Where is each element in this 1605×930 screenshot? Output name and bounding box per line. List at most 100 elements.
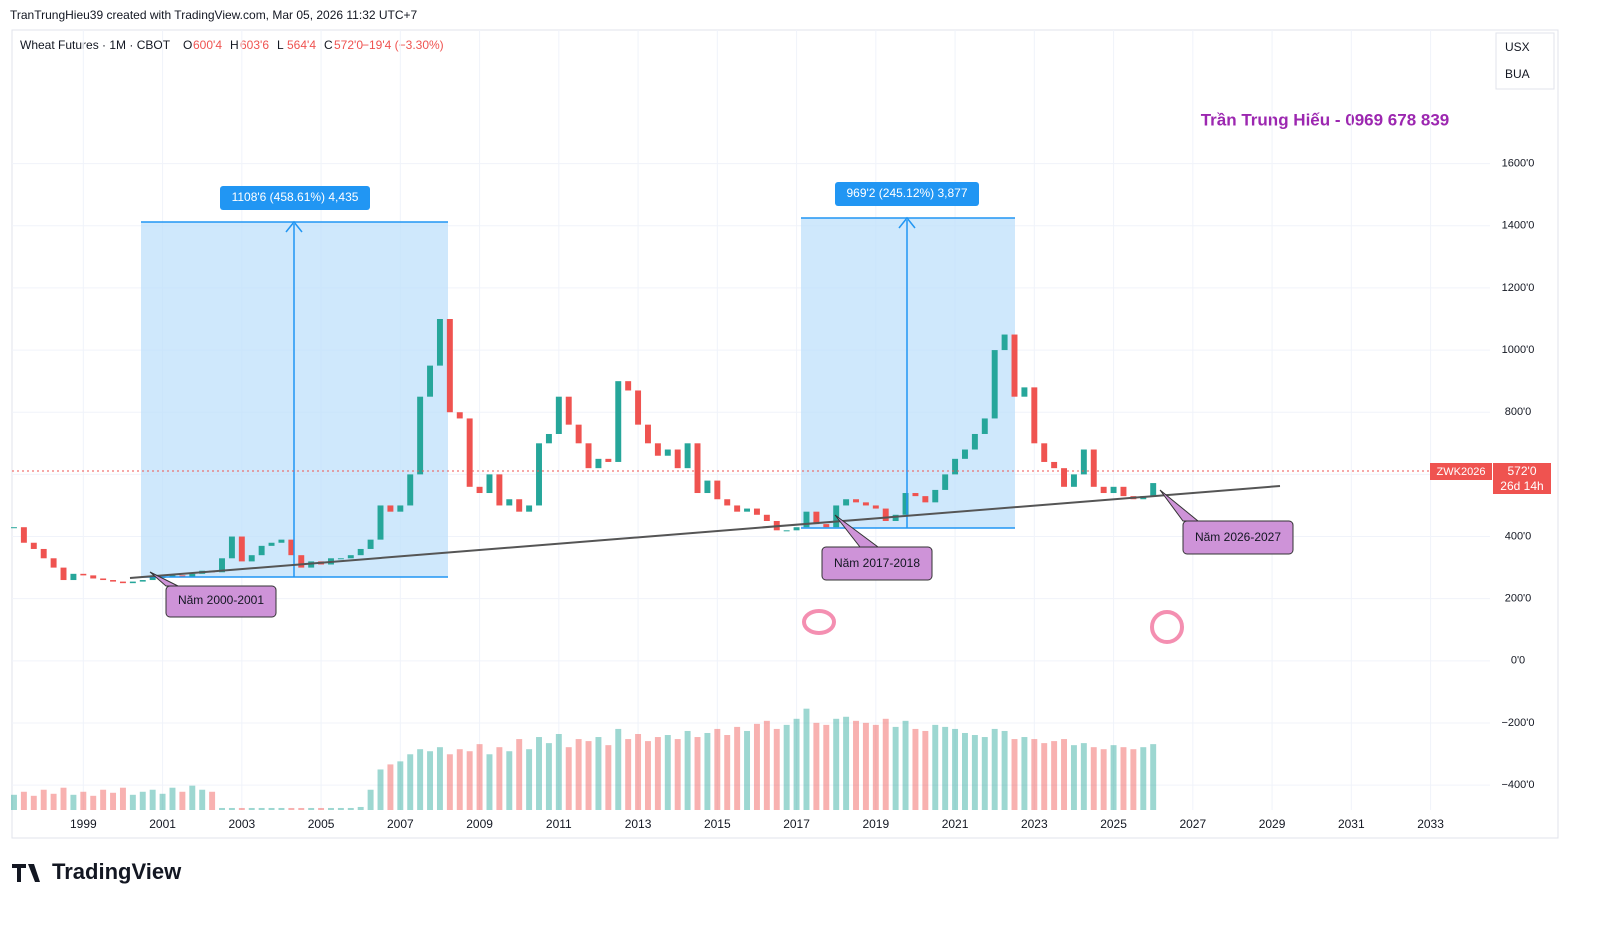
volume-bar: [258, 807, 265, 810]
x-tick-label: 2021: [942, 817, 969, 831]
volume-bar: [962, 732, 968, 810]
volume-bar: [922, 730, 929, 810]
volume-bar: [932, 724, 939, 810]
candle: [30, 542, 37, 549]
candle: [615, 381, 622, 462]
volume-bar: [288, 807, 295, 810]
volume-bar: [595, 737, 602, 810]
logo[interactable]: TradingView: [52, 859, 182, 884]
volume-bar: [555, 734, 562, 810]
candle: [129, 581, 136, 584]
candle: [20, 527, 27, 543]
candle: [110, 580, 117, 582]
unit[interactable]: USX: [1505, 40, 1530, 54]
x-tick-label: 2027: [1179, 817, 1206, 831]
candle: [635, 390, 642, 425]
candle: [1090, 449, 1097, 487]
measure-label-bg: [835, 182, 979, 206]
volume-bar: [119, 787, 126, 810]
candle: [555, 396, 562, 434]
volume-bar: [1120, 747, 1127, 810]
candle: [1120, 486, 1127, 497]
candle: [1080, 449, 1087, 475]
volume-bar: [446, 754, 453, 810]
volume-bar: [387, 764, 394, 810]
candle: [565, 396, 572, 425]
y-tick-label: 200'0: [1505, 593, 1532, 605]
candle: [843, 499, 850, 506]
volume-bar: [833, 718, 840, 810]
volume-bar: [1051, 741, 1058, 810]
unit[interactable]: BUA: [1505, 67, 1530, 81]
candle: [753, 508, 760, 515]
candle: [654, 443, 661, 456]
x-tick-label: 2003: [228, 817, 255, 831]
candle: [932, 489, 939, 503]
candle: [882, 508, 889, 521]
candle: [1041, 443, 1048, 462]
symbol-tag: [1430, 463, 1492, 480]
volume-bar: [635, 734, 642, 810]
volume-bar: [783, 724, 790, 810]
candle: [853, 499, 859, 503]
volume-bar: [328, 807, 334, 810]
candle: [238, 536, 245, 562]
volume-bar: [1070, 745, 1077, 810]
trend-line: [129, 485, 1281, 579]
volume-bar: [753, 723, 760, 810]
candle: [119, 581, 126, 584]
y-tick-label: 0'0: [1511, 655, 1525, 667]
volume-bar: [456, 749, 463, 810]
volume-bar: [1100, 749, 1107, 810]
x-tick-label: 2025: [1100, 817, 1127, 831]
candle: [952, 458, 959, 475]
volume-bar: [674, 739, 681, 810]
volume-bar: [882, 718, 889, 810]
candle: [783, 530, 790, 532]
x-tick-label: 2001: [149, 817, 176, 831]
volume-bar: [942, 726, 949, 810]
candle: [347, 555, 354, 559]
volume-bar: [189, 785, 196, 810]
x-tick-label: 2007: [387, 817, 414, 831]
candle: [724, 499, 731, 506]
volume-bar: [892, 726, 899, 810]
y-tick-label: 800'0: [1505, 406, 1532, 418]
candle: [704, 480, 711, 494]
volume-bar: [169, 787, 176, 810]
volume-bar: [526, 749, 533, 810]
volume-bar: [704, 732, 711, 810]
volume-bar: [417, 749, 424, 810]
ohlc-key: C: [324, 38, 333, 52]
volume-bar: [506, 751, 513, 810]
candle: [575, 424, 582, 444]
volume-bar: [843, 716, 850, 810]
candle: [149, 576, 156, 581]
volume-bar: [397, 761, 404, 810]
volume-bar: [347, 807, 354, 810]
unit-box[interactable]: [1495, 32, 1555, 90]
candle: [367, 539, 374, 549]
candle: [971, 433, 978, 450]
ohlc: O 600'4 H 603'6 L 564'4 C 572'0: [183, 38, 363, 52]
y-tick-label: −400'0: [1502, 779, 1535, 791]
volume-bar: [1110, 745, 1117, 810]
x-tick-label: 1999: [70, 817, 97, 831]
y-tick-label: 1600'0: [1502, 158, 1535, 170]
volume-bar: [902, 720, 909, 810]
volume-bar: [862, 722, 869, 810]
candle: [417, 396, 424, 475]
volume-bar: [496, 747, 503, 810]
volume-bar: [427, 751, 434, 810]
x-tick-label: 2005: [308, 817, 335, 831]
candle: [664, 449, 671, 456]
candle: [189, 573, 196, 577]
candle: [496, 474, 503, 506]
candle: [694, 443, 701, 494]
candle: [288, 539, 295, 556]
volume-bar: [219, 807, 225, 810]
candle: [981, 418, 988, 434]
volume-bar: [1061, 739, 1068, 810]
ohlc-value: 603'6: [240, 38, 269, 52]
